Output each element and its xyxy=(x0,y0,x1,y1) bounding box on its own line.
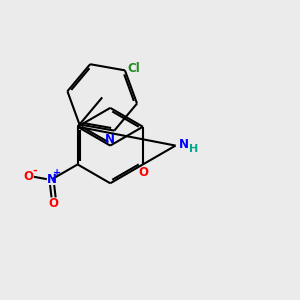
Text: N: N xyxy=(105,133,115,146)
Text: H: H xyxy=(190,144,199,154)
Text: N: N xyxy=(47,172,57,186)
Text: +: + xyxy=(53,168,62,178)
Text: O: O xyxy=(49,197,58,210)
Text: Cl: Cl xyxy=(127,62,140,75)
Text: O: O xyxy=(23,170,33,183)
Text: O: O xyxy=(139,166,148,179)
Text: -: - xyxy=(32,165,37,175)
Text: N: N xyxy=(179,138,189,151)
